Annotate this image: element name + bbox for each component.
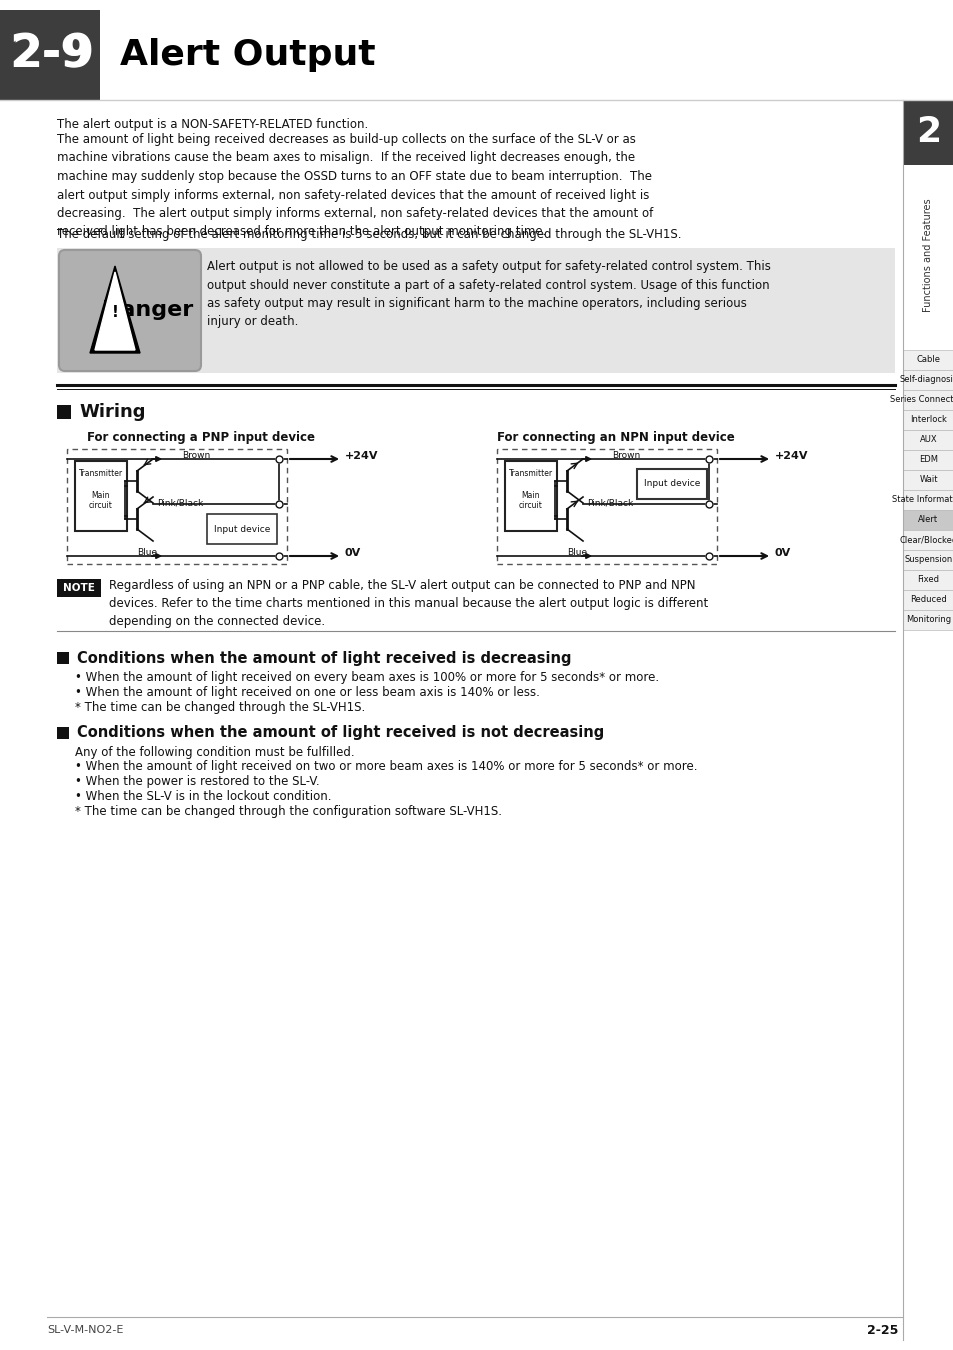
Text: Input device: Input device <box>213 525 270 533</box>
Bar <box>67 450 287 564</box>
Bar <box>902 590 953 610</box>
Text: Transmitter: Transmitter <box>508 468 553 478</box>
Bar <box>637 468 706 500</box>
Text: +24V: +24V <box>774 451 807 460</box>
Text: 2-9: 2-9 <box>10 32 94 77</box>
Bar <box>57 652 69 664</box>
Text: Main: Main <box>521 491 539 500</box>
Bar <box>902 610 953 630</box>
Bar <box>57 405 71 418</box>
Text: Transmitter: Transmitter <box>79 468 123 478</box>
Text: Self-diagnosis: Self-diagnosis <box>899 375 953 385</box>
Text: Interlock: Interlock <box>909 416 946 424</box>
Text: Functions and Features: Functions and Features <box>923 198 933 312</box>
Bar <box>0 9 100 100</box>
Polygon shape <box>95 271 135 350</box>
Text: AUX: AUX <box>919 436 937 444</box>
Text: Danger: Danger <box>102 301 193 320</box>
Text: For connecting an NPN input device: For connecting an NPN input device <box>497 431 734 444</box>
Bar <box>0 9 953 100</box>
Bar <box>902 531 953 549</box>
Text: • When the amount of light received on every beam axes is 100% or more for 5 sec: • When the amount of light received on e… <box>75 671 659 684</box>
Bar <box>57 248 894 373</box>
Text: For connecting a PNP input device: For connecting a PNP input device <box>87 431 314 444</box>
Text: Brown: Brown <box>182 451 210 460</box>
Text: !: ! <box>112 305 118 320</box>
Text: SL-V-M-NO2-E: SL-V-M-NO2-E <box>47 1324 123 1335</box>
Text: 2-25: 2-25 <box>865 1323 897 1336</box>
Text: Reduced: Reduced <box>909 595 946 605</box>
Text: Cable: Cable <box>916 355 940 364</box>
Text: Conditions when the amount of light received is not decreasing: Conditions when the amount of light rece… <box>77 725 603 741</box>
Text: EDM: EDM <box>918 455 937 464</box>
Text: Wiring: Wiring <box>79 404 146 421</box>
Text: • When the amount of light received on one or less beam axis is 140% or less.: • When the amount of light received on o… <box>75 686 539 699</box>
Text: Brown: Brown <box>612 451 639 460</box>
Text: 0V: 0V <box>774 548 790 558</box>
Bar <box>902 350 953 370</box>
Text: * The time can be changed through the SL-VH1S.: * The time can be changed through the SL… <box>75 701 365 714</box>
Text: 2-9: 2-9 <box>11 34 92 77</box>
Text: Alert Output: Alert Output <box>120 38 375 72</box>
Bar <box>902 470 953 490</box>
Bar <box>75 460 127 531</box>
Text: State Information: State Information <box>891 495 953 505</box>
Text: Monitoring: Monitoring <box>905 616 950 625</box>
Bar <box>902 510 953 531</box>
Bar <box>57 728 69 738</box>
Text: Fixed: Fixed <box>917 575 939 585</box>
Text: NOTE: NOTE <box>63 583 95 593</box>
FancyBboxPatch shape <box>59 250 201 371</box>
Bar <box>100 9 953 100</box>
Bar <box>902 490 953 510</box>
Text: Main: Main <box>91 491 111 500</box>
Bar <box>902 390 953 410</box>
Polygon shape <box>90 266 140 352</box>
Text: circuit: circuit <box>518 501 542 510</box>
Bar <box>902 450 953 470</box>
Text: Suspension: Suspension <box>903 555 952 564</box>
Text: • When the power is restored to the SL-V.: • When the power is restored to the SL-V… <box>75 775 319 788</box>
Bar <box>902 370 953 390</box>
Bar <box>902 100 953 165</box>
Text: Blue: Blue <box>137 548 157 558</box>
Text: 2: 2 <box>915 116 940 150</box>
Bar <box>504 460 557 531</box>
Text: circuit: circuit <box>89 501 112 510</box>
Text: Clear/Blocked: Clear/Blocked <box>899 536 953 544</box>
Text: The amount of light being received decreases as build-up collects on the surface: The amount of light being received decre… <box>57 134 653 239</box>
Text: Alert output is not allowed to be used as a safety output for safety-related con: Alert output is not allowed to be used a… <box>207 261 770 328</box>
Text: Regardless of using an NPN or a PNP cable, the SL-V alert output can be connecte: Regardless of using an NPN or a PNP cabl… <box>109 579 707 628</box>
Text: Alert: Alert <box>918 516 938 525</box>
Text: • When the SL-V is in the lockout condition.: • When the SL-V is in the lockout condit… <box>75 790 331 803</box>
Bar <box>207 514 276 544</box>
Text: Conditions when the amount of light received is decreasing: Conditions when the amount of light rece… <box>77 651 571 666</box>
Text: +24V: +24V <box>345 451 378 460</box>
Text: * The time can be changed through the configuration software SL-VH1S.: * The time can be changed through the co… <box>75 805 501 818</box>
Text: Wait: Wait <box>919 475 937 485</box>
Bar <box>57 579 101 597</box>
Text: The default setting of the alert monitoring time is 5 seconds, but it can be cha: The default setting of the alert monitor… <box>57 228 680 242</box>
Text: Pink/Black: Pink/Black <box>157 500 203 508</box>
Bar <box>497 450 717 564</box>
Text: Series Connection: Series Connection <box>889 396 953 405</box>
Text: Blue: Blue <box>566 548 586 558</box>
Text: 0V: 0V <box>345 548 361 558</box>
Text: Input device: Input device <box>643 479 700 489</box>
Text: • When the amount of light received on two or more beam axes is 140% or more for: • When the amount of light received on t… <box>75 760 697 774</box>
Bar <box>902 570 953 590</box>
Text: The alert output is a NON-SAFETY-RELATED function.: The alert output is a NON-SAFETY-RELATED… <box>57 117 368 131</box>
Bar <box>902 431 953 450</box>
Text: Any of the following condition must be fulfilled.: Any of the following condition must be f… <box>75 747 355 759</box>
Bar <box>902 410 953 431</box>
Text: Pink/Black: Pink/Black <box>586 500 633 508</box>
Bar <box>902 549 953 570</box>
